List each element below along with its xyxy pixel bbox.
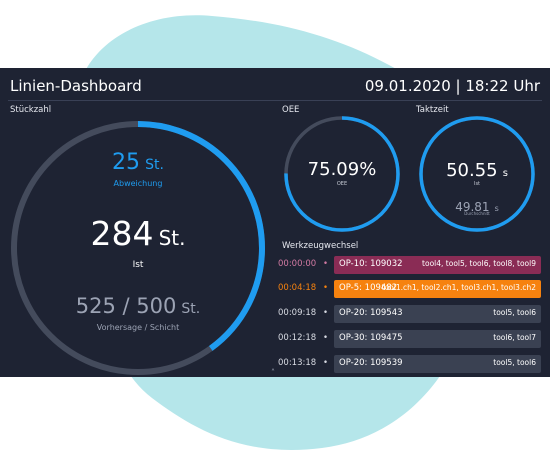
stueckzahl-label: Stückzahl [10,105,52,115]
list-item[interactable]: 00:09:18 • OP-20: 109543 tool5, tool6 [278,305,543,323]
row-time: 00:09:18 [278,308,317,318]
row-bar: OP-20: 109543 tool5, tool6 [334,305,541,323]
abweichung-readout: 25 St. [68,150,208,175]
ist-readout: 284 St. [58,214,218,253]
list-item[interactable]: 00:13:18 • OP-20: 109539 tool5, tool6 [278,355,543,373]
taktzeit-label: Taktzeit [416,105,449,115]
werkzeugwechsel-label: Werkzeugwechsel [282,241,359,251]
row-tools: tool5, tool6 [493,308,536,317]
oee-sublabel: OEE [336,181,348,187]
oee-gauge [284,116,400,232]
row-op: OP-20: 109539 [339,358,403,368]
vorhersage-unit: St. [181,301,201,317]
taktzeit-progress-arc [419,116,535,232]
taktzeit-soll-label: Durchschnitt [464,211,490,216]
row-time: 00:04:18 [278,283,317,293]
vorhersage-readout: 525 / 500 St. [48,294,228,318]
stueckzahl-gauge [11,121,265,375]
row-time: 00:00:00 [278,259,317,269]
row-bar: OP-5: 109482 tool1.ch1, tool2.ch1, tool3… [334,280,541,298]
oee-value: 75.09% [307,159,377,180]
list-item[interactable]: 00:12:18 • OP-30: 109475 tool6, tool7 [278,330,543,348]
taktzeit-ist-unit: s [502,168,508,179]
row-op: OP-10: 109032 [339,259,403,269]
bullet-icon: • [323,358,329,368]
row-op: OP-30: 109475 [339,333,403,343]
row-op: OP-20: 109543 [339,308,403,318]
row-bar: OP-30: 109475 tool6, tool7 [334,330,541,348]
oee-progress-arc [284,116,400,232]
oee-label: OEE [282,105,300,115]
bullet-icon: • [323,333,329,343]
row-tools: tool5, tool6 [493,358,536,367]
ist-value: 284 [90,214,154,253]
bullet-icon: • [323,259,329,269]
row-tools: tool1.ch1, tool2.ch1, tool3.ch1, tool3.c… [381,283,536,292]
row-time: 00:12:18 [278,333,317,343]
date-time: 09.01.2020 | 18:22 Uhr [364,77,540,95]
taktzeit-soll-unit: s [494,204,499,213]
vorhersage-value: 525 / 500 [75,294,177,318]
bullet-icon: • [323,283,329,293]
vorhersage-label: Vorhersage / Schicht [96,323,180,332]
row-tools: tool6, tool7 [493,333,536,342]
row-bar: OP-20: 109539 tool5, tool6 [334,355,541,373]
row-time: 00:13:18 [278,358,317,368]
taktzeit-soll-value: 49.81 [455,200,490,214]
row-tools: tool4, tool5, tool6, tool8, tool9 [422,259,536,268]
list-item[interactable]: 00:04:18 • OP-5: 109482 tool1.ch1, tool2… [278,280,543,298]
ist-unit: St. [158,226,186,250]
taktzeit-ist-value: 50.55 [446,160,498,181]
ist-label: Ist [132,260,144,270]
dashboard-panel: Linien-Dashboard 09.01.2020 | 18:22 Uhr … [0,68,550,377]
taktzeit-soll-readout: 49.81 s [427,196,527,215]
list-item[interactable]: 00:00:00 • OP-10: 109032 tool4, tool5, t… [278,256,543,274]
page-title: Linien-Dashboard [10,77,142,95]
chevron-up-icon[interactable]: ˄ [271,368,275,377]
stueckzahl-progress-arc [11,121,265,375]
bullet-icon: • [323,308,329,318]
abweichung-unit: St. [145,157,164,173]
taktzeit-ist-readout: 50.55 s [427,160,527,181]
row-op: OP-5: 109482 [339,283,398,293]
taktzeit-ist-label: Ist [473,181,481,187]
taktzeit-gauge [419,116,535,232]
abweichung-value: 25 [112,150,141,175]
row-bar: OP-10: 109032 tool4, tool5, tool6, tool8… [334,256,541,274]
abweichung-label: Abweichung [113,179,163,188]
dashboard-header: Linien-Dashboard 09.01.2020 | 18:22 Uhr [8,74,542,101]
